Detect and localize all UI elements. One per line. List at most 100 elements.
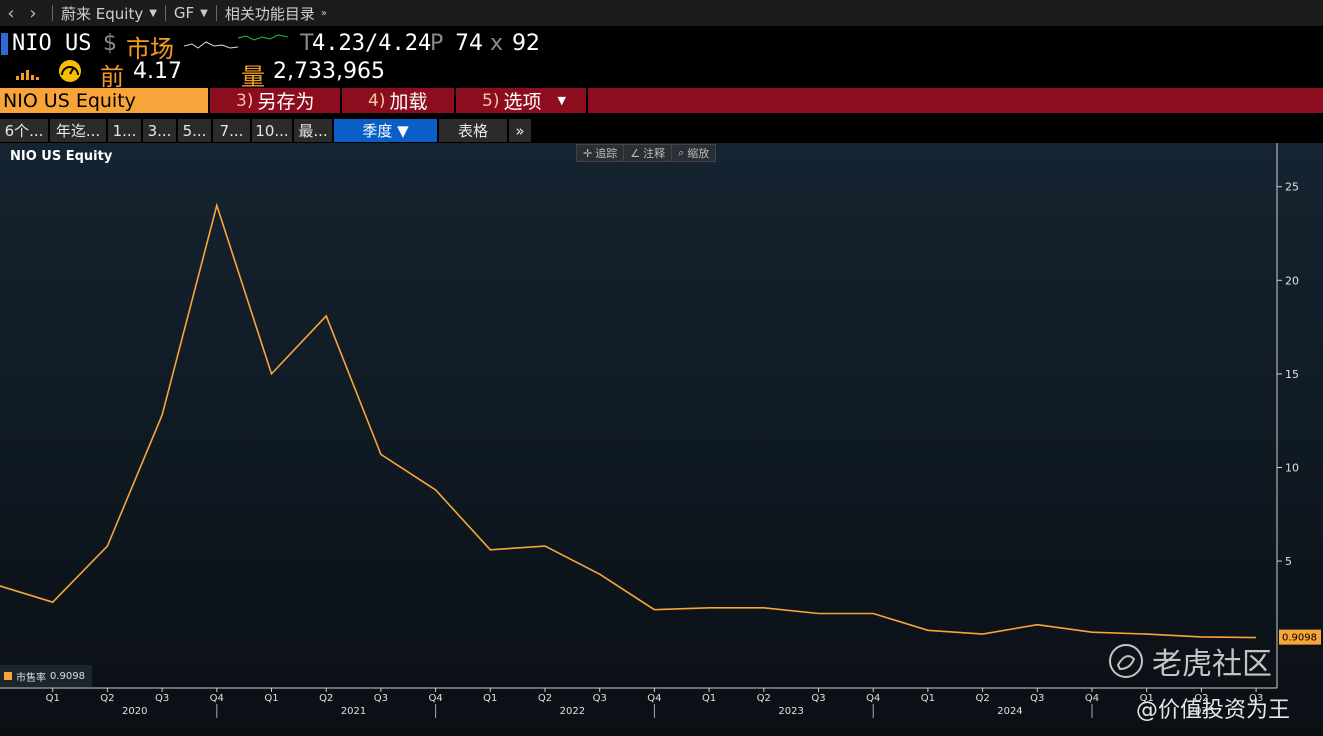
x-year-label: 2023 [778, 706, 803, 717]
nav-divider [164, 5, 166, 21]
x-tick-label: Q4 [866, 693, 880, 704]
save-as-label: 另存为 [257, 91, 315, 113]
x-tick-label: Q3 [1249, 693, 1263, 704]
crosshair-icon: ✛ [583, 146, 593, 160]
x-tick-label: Q2 [319, 693, 333, 704]
x-tick-label: Q3 [1030, 693, 1044, 704]
y-tick-label: 25 [1285, 181, 1299, 194]
x-tick-label: Q1 [46, 693, 60, 704]
volume-bars-icon [16, 70, 39, 80]
last-value-label: 0.9098 [1282, 633, 1317, 644]
range-bar: 6个... 年迄... 1... 3... 5... 7... 10... 最.… [0, 119, 1323, 142]
chart-panel: 5 10 15 20 25 Q1 Q2 Q3 Q4 Q1 Q2 Q3 Q4 Q1 Q2 Q3 Q4 Q1 Q2 Q3 Q… [0, 143, 1323, 736]
magnifier-icon: ⌕ [678, 146, 685, 159]
x-tick-label: Q1 [702, 693, 716, 704]
currency-symbol: $ [103, 31, 117, 56]
x-tick-label: Q4 [210, 693, 224, 704]
range-3y-button[interactable]: 3... [143, 119, 176, 142]
x-year-label: 2020 [122, 706, 147, 717]
range-max-button[interactable]: 最... [294, 119, 332, 142]
range-ytd-button[interactable]: 年迄... [50, 119, 106, 142]
size-separator: x [490, 31, 504, 56]
series-line-ps-ratio [0, 202, 1257, 639]
legend-series-value: 0.9098 [50, 670, 85, 682]
caret-down-icon: ▼ [200, 7, 208, 19]
security-label: 蔚来 Equity [61, 4, 144, 23]
security-color-marker [1, 33, 8, 55]
related-label: 相关功能目录 [224, 4, 315, 23]
range-10y-button[interactable]: 10... [252, 119, 292, 142]
x-tick-label: Q1 [1140, 693, 1154, 704]
x-tick-label: Q1 [483, 693, 497, 704]
gauge-icon[interactable] [57, 59, 83, 83]
price-label: P [430, 31, 444, 56]
y-tick-label: 10 [1285, 461, 1299, 474]
security-menu[interactable]: 蔚来 Equity ▼ [61, 3, 157, 24]
ticker-row-quote: NIO US $ 市场 T 4.23/4.24 P 74 x 92 [0, 30, 1323, 63]
x-year-label: 2025 [1189, 706, 1214, 717]
caret-down-icon: ▼ [149, 7, 157, 19]
caret-down-icon: ▼ [557, 94, 566, 107]
track-tool[interactable]: ✛ 追踪 [577, 145, 625, 161]
x-year-label: 2021 [341, 706, 366, 717]
previous-close-value: 4.17 [133, 59, 182, 84]
tiger-logo-icon [1109, 644, 1143, 678]
watermark-author: @价值投资为王 [1136, 698, 1291, 723]
previous-close-label: 前 [100, 63, 124, 91]
more-chevron-icon[interactable]: » [509, 119, 531, 142]
back-arrow-icon[interactable]: ‹ [7, 2, 15, 24]
zoom-tool[interactable]: ⌕ 缩放 [672, 145, 715, 161]
save-as-number: 3) [236, 90, 254, 111]
volume-label: 量 [241, 63, 265, 91]
range-5y-button[interactable]: 5... [178, 119, 211, 142]
save-as-button[interactable]: 3) 另存为 [210, 88, 342, 113]
chart-tools: ✛ 追踪 ∠ 注释 ⌕ 缩放 [576, 144, 717, 162]
load-button[interactable]: 4) 加载 [342, 88, 456, 113]
chart-legend[interactable]: 市售率 0.9098 [0, 665, 92, 687]
x-tick-label: Q2 [1194, 693, 1208, 704]
period-quarterly-dropdown[interactable]: 季度 ▼ [334, 119, 437, 142]
x-tick-label: Q3 [811, 693, 825, 704]
bid-ask-value: 4.23/4.24 [312, 31, 432, 56]
x-tick-label: Q3 [593, 693, 607, 704]
zoom-label: 缩放 [687, 147, 710, 160]
ticker-symbol: NIO US [12, 31, 92, 56]
volume-value: 2,733,965 [273, 59, 385, 84]
x-year-label: 2022 [560, 706, 585, 717]
chart-title: NIO US Equity [10, 149, 113, 164]
range-7y-button[interactable]: 7... [213, 119, 250, 142]
options-button[interactable]: 5) 选项 ▼ [456, 88, 588, 113]
range-6m-button[interactable]: 6个... [0, 119, 48, 142]
top-nav: ‹ › 蔚来 Equity ▼ GF ▼ 相关功能目录 » [0, 0, 1323, 26]
double-chevron-down-icon: » [320, 7, 328, 19]
function-bar: NIO US Equity 3) 另存为 4) 加载 5) 选项 ▼ [0, 88, 1323, 113]
market-label: 市场 [126, 35, 174, 63]
trade-label: T [300, 31, 314, 56]
x-year-label: 2024 [997, 706, 1022, 717]
forward-arrow-icon[interactable]: › [29, 2, 37, 24]
ticker-row-stats: 前 4.17 量 2,733,965 [0, 58, 1323, 91]
x-tick-label: Q1 [264, 693, 278, 704]
x-tick-label: Q2 [538, 693, 552, 704]
watermark-brand-text: 老虎社区 [1152, 647, 1272, 682]
ask-size: 92 [512, 31, 540, 56]
x-tick-label: Q2 [757, 693, 771, 704]
function-label: GF [173, 4, 195, 22]
load-label: 加载 [389, 91, 428, 113]
nav-divider [215, 5, 217, 21]
y-tick-label: 5 [1285, 555, 1292, 568]
x-tick-label: Q2 [100, 693, 114, 704]
x-tick-label: Q3 [155, 693, 169, 704]
related-functions-menu[interactable]: 相关功能目录 » [225, 3, 327, 24]
sparkline-icon [184, 34, 289, 49]
x-tick-label: Q4 [1085, 693, 1099, 704]
security-input[interactable]: NIO US Equity [0, 88, 210, 113]
function-menu[interactable]: GF ▼ [174, 4, 208, 22]
table-view-button[interactable]: 表格 [439, 119, 507, 142]
bid-size: 74 [455, 31, 483, 56]
options-label: 选项 [503, 91, 542, 113]
range-1y-button[interactable]: 1... [108, 119, 141, 142]
last-value-tag [1279, 629, 1321, 645]
annotate-tool[interactable]: ∠ 注释 [624, 145, 673, 161]
